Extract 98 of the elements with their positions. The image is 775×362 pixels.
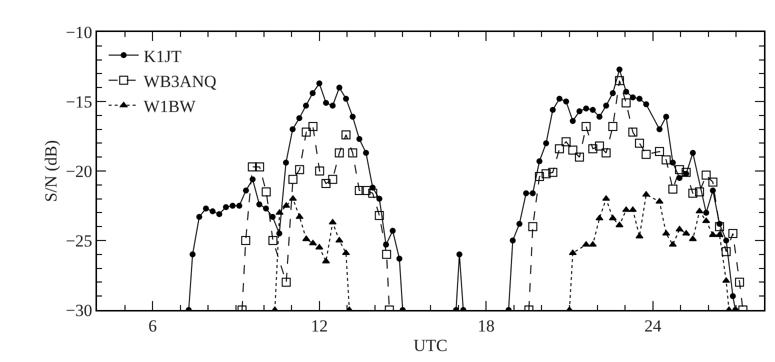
point xyxy=(708,231,717,237)
point xyxy=(676,226,684,232)
point xyxy=(255,162,264,172)
point xyxy=(534,172,544,182)
y-tick-label: −25 xyxy=(66,231,92,250)
point xyxy=(562,137,571,146)
point xyxy=(282,278,291,287)
point xyxy=(248,162,257,172)
point xyxy=(554,144,564,154)
point xyxy=(241,236,250,245)
point xyxy=(568,250,577,256)
point xyxy=(602,195,610,201)
point xyxy=(682,230,690,236)
point xyxy=(588,241,597,247)
point xyxy=(542,169,551,178)
point xyxy=(568,146,578,155)
point xyxy=(628,206,637,212)
point xyxy=(574,152,584,162)
point xyxy=(342,130,351,140)
point xyxy=(622,98,631,108)
point xyxy=(282,202,290,208)
point xyxy=(688,188,698,198)
point xyxy=(342,250,350,256)
point xyxy=(262,187,271,196)
point xyxy=(295,165,304,174)
point xyxy=(276,209,284,215)
point xyxy=(642,150,651,159)
point xyxy=(715,222,724,232)
point xyxy=(382,250,392,259)
legend-label: WB3ANQ xyxy=(144,72,216,91)
point xyxy=(368,188,378,198)
y-tick-label: −10 xyxy=(66,22,92,42)
point xyxy=(716,231,724,237)
point xyxy=(688,236,697,242)
point xyxy=(588,144,598,154)
point xyxy=(668,241,677,247)
point xyxy=(722,247,731,256)
point xyxy=(528,222,538,232)
y-tick-label: −15 xyxy=(66,92,92,112)
point xyxy=(722,277,730,283)
y-tick-label: −30 xyxy=(66,300,92,320)
point xyxy=(328,174,338,184)
point xyxy=(548,168,558,177)
x-tick-label: 6 xyxy=(148,316,157,336)
point xyxy=(582,241,590,247)
point xyxy=(328,218,337,224)
point xyxy=(362,186,371,195)
point xyxy=(702,218,710,224)
x-tick-label: 12 xyxy=(310,316,328,336)
y-axis-title: S/N (dB) xyxy=(41,140,60,202)
point xyxy=(315,244,324,250)
point xyxy=(354,186,364,195)
point xyxy=(308,122,318,132)
point xyxy=(296,213,304,219)
point xyxy=(702,170,711,180)
point xyxy=(622,206,630,212)
point xyxy=(608,214,617,220)
point xyxy=(334,148,344,158)
point xyxy=(728,229,738,238)
point xyxy=(636,232,644,238)
point xyxy=(655,147,664,156)
point xyxy=(315,166,324,176)
point xyxy=(708,178,718,187)
point xyxy=(662,230,670,236)
point xyxy=(608,122,618,132)
point xyxy=(348,148,358,158)
point xyxy=(656,198,664,204)
legend-label: W1BW xyxy=(144,96,197,116)
x-axis-title: UTC xyxy=(414,336,448,355)
y-tick-label: −20 xyxy=(66,162,92,181)
point xyxy=(614,76,624,86)
point xyxy=(322,258,330,264)
x-tick-label: 18 xyxy=(478,316,495,336)
legend-label: K1JT xyxy=(144,46,182,66)
point xyxy=(288,195,297,201)
point xyxy=(735,278,744,287)
point xyxy=(308,240,317,246)
point xyxy=(695,187,704,196)
point xyxy=(268,236,278,245)
point xyxy=(302,236,310,242)
point xyxy=(302,128,311,137)
point xyxy=(675,165,684,174)
point xyxy=(602,148,611,158)
point xyxy=(628,128,638,137)
point xyxy=(582,122,591,132)
x-tick-label: 24 xyxy=(644,316,662,336)
point xyxy=(594,141,604,150)
point xyxy=(322,179,330,188)
point xyxy=(642,191,650,197)
point xyxy=(634,138,644,148)
point xyxy=(682,168,691,177)
point xyxy=(288,174,298,184)
point xyxy=(696,208,704,214)
point xyxy=(616,222,624,228)
point xyxy=(668,184,678,194)
point xyxy=(662,155,671,164)
point xyxy=(374,210,384,220)
point xyxy=(596,214,604,220)
